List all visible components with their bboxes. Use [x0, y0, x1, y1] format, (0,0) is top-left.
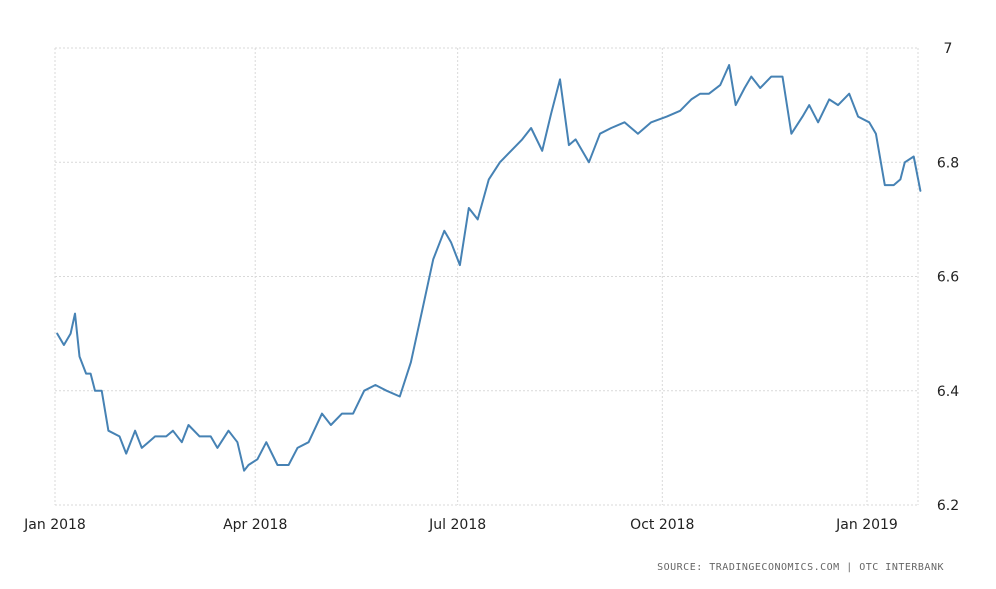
y-tick-label: 7	[944, 41, 953, 57]
chart-grid	[54, 47, 919, 506]
x-tick-label: Jan 2019	[835, 517, 898, 533]
chart-series	[56, 64, 922, 472]
x-tick-label: Jan 2018	[23, 517, 86, 533]
y-axis: 6.2 6.4 6.6 6.8 7	[937, 41, 959, 514]
y-tick-label: 6.8	[937, 155, 959, 171]
x-tick-label: Apr 2018	[223, 517, 287, 533]
source-note: SOURCE: TRADINGECONOMICS.COM | OTC INTER…	[657, 562, 944, 573]
y-tick-label: 6.6	[937, 270, 959, 286]
x-tick-label: Jul 2018	[428, 517, 486, 533]
x-axis: Jan 2018 Apr 2018 Jul 2018 Oct 2018 Jan 2019	[23, 517, 898, 533]
series-line	[56, 64, 922, 472]
x-tick-label: Oct 2018	[630, 517, 694, 533]
y-tick-label: 6.4	[937, 384, 959, 400]
y-tick-label: 6.2	[937, 498, 959, 514]
